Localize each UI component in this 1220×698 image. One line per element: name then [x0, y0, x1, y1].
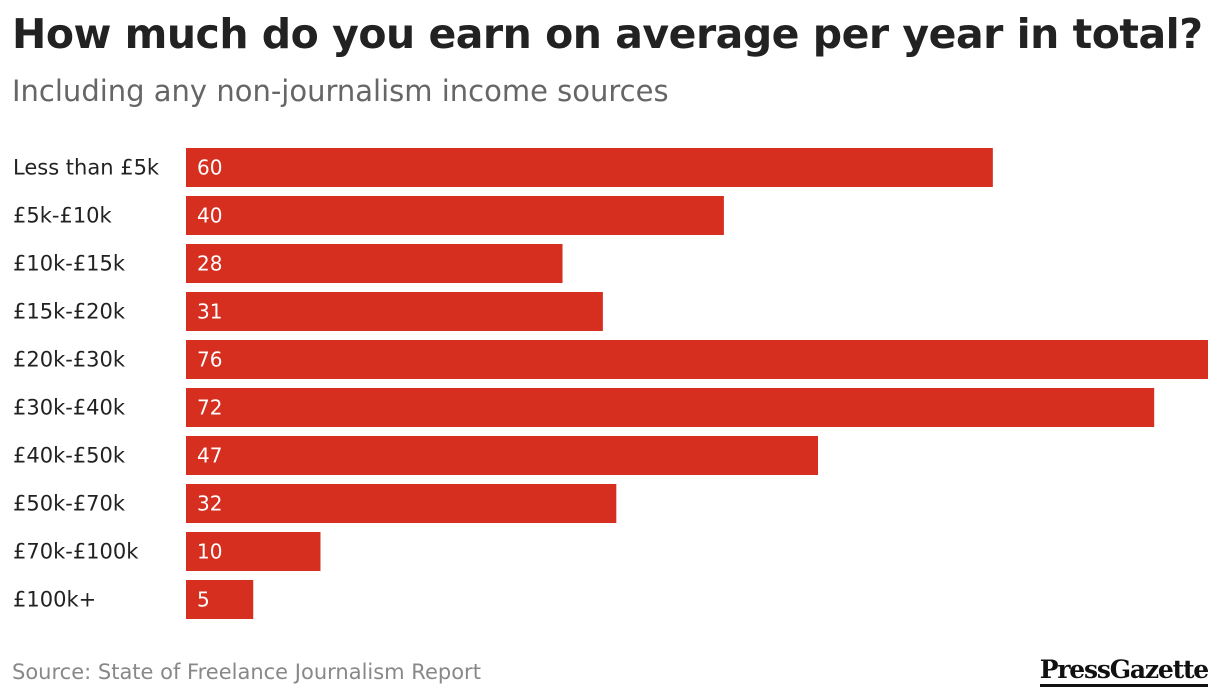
value-label: 72 — [197, 396, 222, 420]
category-label: £50k-£70k — [13, 492, 126, 516]
bar — [186, 244, 563, 283]
value-label: 47 — [197, 444, 222, 468]
category-label: £40k-£50k — [13, 444, 126, 468]
value-label: 10 — [197, 540, 222, 564]
bar-row: £20k-£30k 76 — [13, 340, 1208, 379]
category-label: Less than £5k — [13, 156, 160, 180]
bar-row: £10k-£15k 28 — [13, 244, 563, 283]
bar — [186, 388, 1155, 427]
value-label: 28 — [197, 252, 222, 276]
bar-row: £100k+ 5 — [13, 580, 254, 619]
category-label: £15k-£20k — [13, 300, 126, 324]
value-label: 40 — [197, 204, 222, 228]
pressgazette-logo: PressGazette — [1039, 656, 1209, 687]
value-label: 5 — [197, 588, 210, 612]
bar — [186, 580, 254, 619]
bar — [186, 532, 321, 571]
category-label: £70k-£100k — [13, 540, 139, 564]
bar-row: £40k-£50k 47 — [13, 436, 819, 475]
bar — [186, 484, 617, 523]
bar-row: £30k-£40k 72 — [13, 388, 1155, 427]
bar — [186, 436, 819, 475]
value-label: 76 — [197, 348, 222, 372]
chart-title: How much do you earn on average per year… — [12, 10, 1203, 58]
bar — [186, 292, 603, 331]
category-label: £10k-£15k — [13, 252, 126, 276]
bar-row: £15k-£20k 31 — [13, 292, 603, 331]
category-label: £100k+ — [13, 588, 96, 612]
bar-row: £5k-£10k 40 — [13, 196, 724, 235]
bar-row: £70k-£100k 10 — [13, 532, 321, 571]
category-label: £30k-£40k — [13, 396, 126, 420]
bar-row: Less than £5k 60 — [13, 148, 993, 187]
bar-chart: Less than £5k 60 £5k-£10k 40 £10k-£15k 28 £15k… — [13, 148, 1208, 619]
bar — [186, 340, 1208, 379]
category-label: £20k-£30k — [13, 348, 126, 372]
value-label: 31 — [197, 300, 222, 324]
chart-subtitle: Including any non-journalism income sour… — [12, 74, 669, 108]
bar — [186, 148, 993, 187]
value-label: 32 — [197, 492, 222, 516]
bar-row: £50k-£70k 32 — [13, 484, 617, 523]
bar — [186, 196, 724, 235]
source-note: Source: State of Freelance Journalism Re… — [12, 660, 481, 684]
value-label: 60 — [197, 156, 222, 180]
category-label: £5k-£10k — [13, 204, 113, 228]
